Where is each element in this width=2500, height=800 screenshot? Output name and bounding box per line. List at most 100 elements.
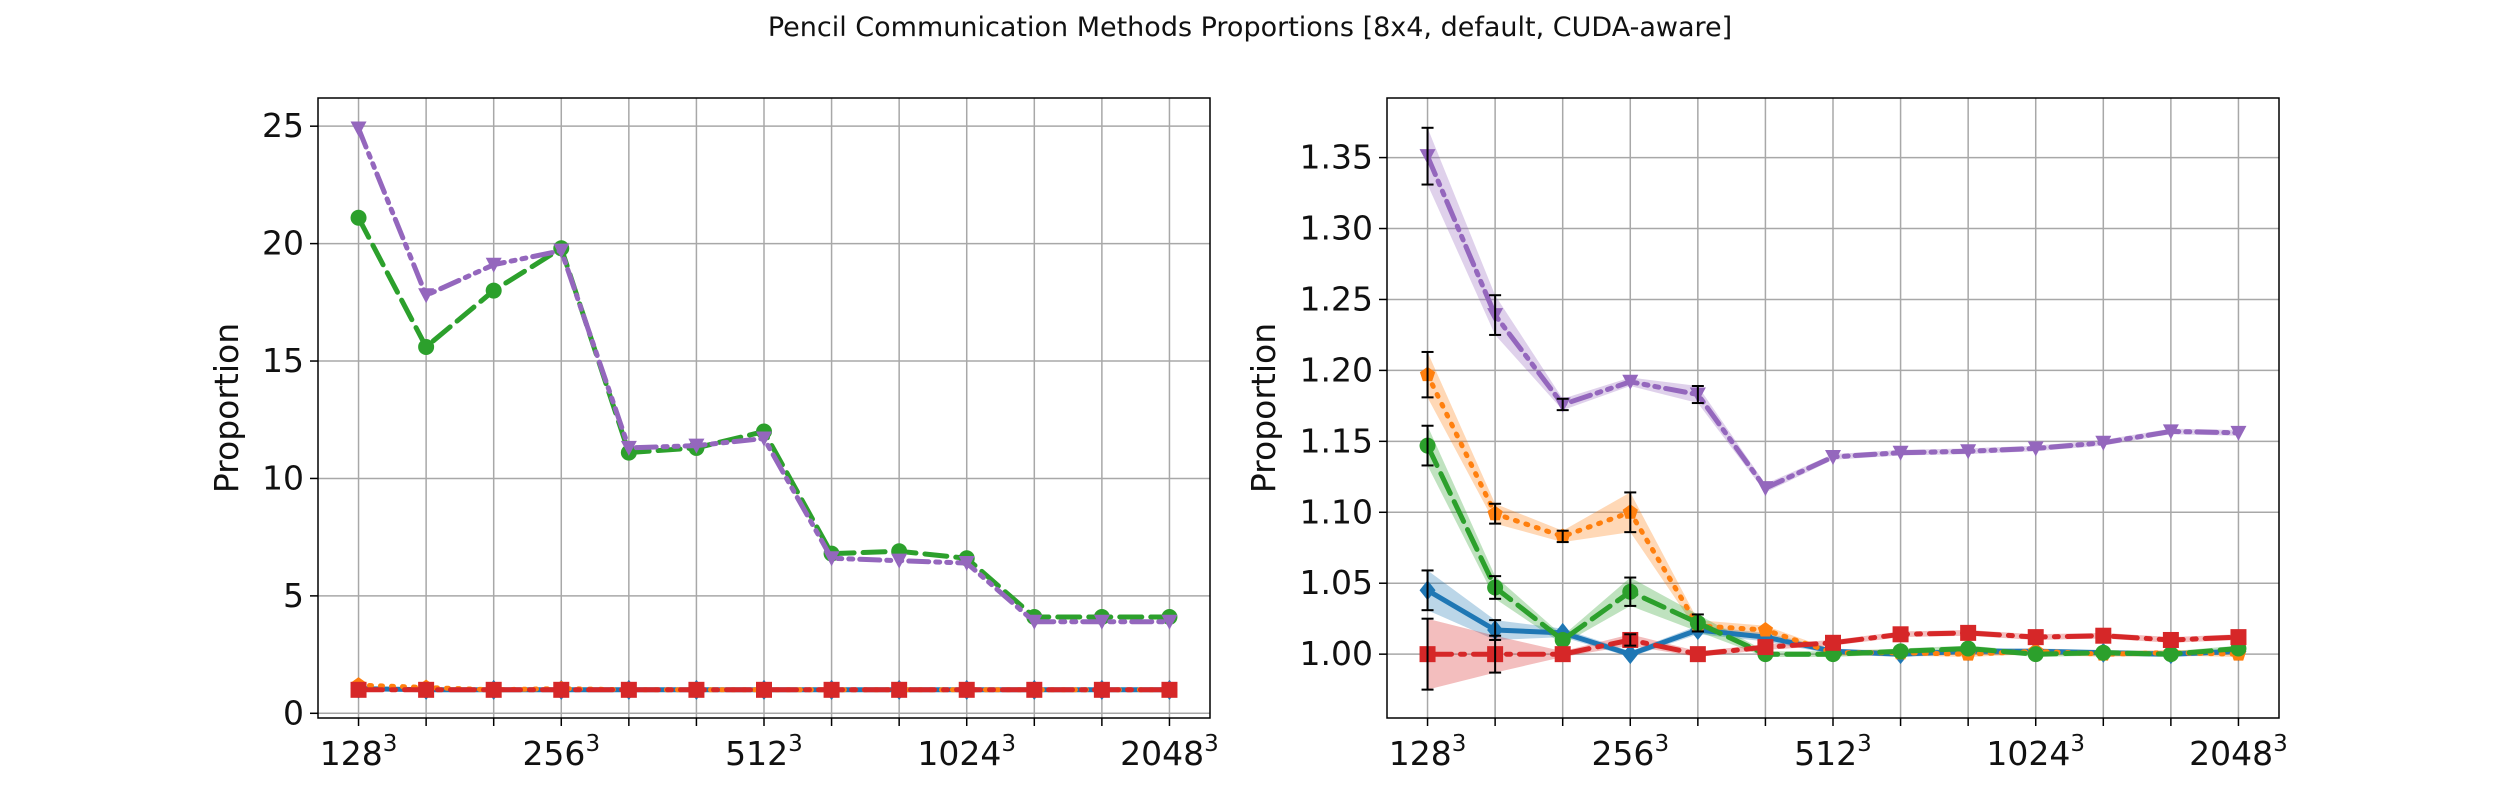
data-point-red bbox=[1892, 626, 1909, 643]
series-purple bbox=[1419, 126, 2247, 497]
data-point-purple bbox=[485, 257, 502, 273]
data-point-red bbox=[958, 681, 975, 698]
data-point-red bbox=[553, 681, 570, 698]
data-point-purple bbox=[1622, 374, 1639, 390]
x-tick-label: 10243 bbox=[917, 731, 1016, 773]
data-point-purple bbox=[1757, 481, 1774, 497]
data-point-purple bbox=[2162, 424, 2179, 440]
y-tick-label: 1.20 bbox=[1300, 350, 1373, 389]
error-bar bbox=[1691, 385, 1704, 405]
error-bar bbox=[1489, 634, 1502, 674]
data-point-green bbox=[485, 282, 502, 299]
error-bar bbox=[1691, 613, 1704, 633]
error-bar bbox=[1421, 126, 1434, 186]
chart-panel-1: 0 5 10 15 20 25 1283 2563 5123 10243 20483 Proporti… bbox=[207, 97, 1219, 773]
data-point-red bbox=[620, 681, 637, 698]
error-bar bbox=[1489, 575, 1502, 600]
data-point-red bbox=[688, 681, 705, 698]
data-point-red bbox=[418, 681, 435, 698]
data-point-red bbox=[823, 681, 840, 698]
y-tick-label: 1.00 bbox=[1300, 634, 1373, 673]
error-bar bbox=[1421, 569, 1434, 612]
data-point-purple bbox=[891, 553, 908, 569]
series-red bbox=[350, 681, 1178, 698]
series-layer bbox=[350, 121, 1178, 700]
data-point-blue bbox=[1622, 644, 1639, 665]
data-point-purple bbox=[553, 243, 570, 259]
data-point-red bbox=[1161, 681, 1178, 698]
data-point-red bbox=[1960, 624, 1977, 641]
data-point-purple bbox=[2230, 425, 2247, 441]
error-bar bbox=[1489, 294, 1502, 336]
y-axis-label: Proportion bbox=[207, 323, 246, 493]
error-bar bbox=[1556, 397, 1569, 412]
data-point-purple bbox=[1161, 614, 1178, 630]
x-tick-label: 5123 bbox=[1794, 731, 1872, 773]
data-point-green bbox=[418, 338, 435, 355]
x-tick-label: 20483 bbox=[1120, 731, 1219, 773]
data-point-red bbox=[350, 681, 367, 698]
data-point-red bbox=[2095, 627, 2112, 644]
data-point-purple bbox=[1825, 449, 1841, 465]
data-point-purple bbox=[350, 121, 367, 137]
error-bar bbox=[1421, 617, 1434, 691]
data-point-purple bbox=[756, 431, 772, 447]
x-tick-label: 20483 bbox=[2189, 731, 2288, 773]
x-tick-label: 1283 bbox=[1389, 731, 1467, 773]
error-bar bbox=[1624, 576, 1637, 607]
chart-panel-2: 1.00 1.05 1.10 1.15 1.20 1.25 1.30 1.35 1283 2563… bbox=[1244, 97, 2288, 773]
data-point-orange bbox=[1757, 622, 1773, 637]
error-bar bbox=[1624, 633, 1637, 647]
error-bar bbox=[1421, 350, 1434, 399]
figure-title: Pencil Communication Methods Proportions… bbox=[767, 12, 1733, 43]
series-red bbox=[1419, 617, 2247, 691]
data-point-purple bbox=[2095, 435, 2112, 451]
data-point-green bbox=[1892, 643, 1909, 660]
data-point-purple bbox=[620, 440, 637, 456]
data-point-green bbox=[1554, 631, 1571, 648]
data-point-red bbox=[1825, 634, 1841, 651]
data-point-red bbox=[2230, 629, 2247, 646]
error-bar bbox=[1624, 491, 1637, 534]
data-point-red bbox=[2027, 629, 2044, 646]
error-bar bbox=[1421, 424, 1434, 467]
data-point-green bbox=[1960, 640, 1977, 657]
data-point-purple bbox=[2027, 441, 2044, 457]
data-point-red bbox=[1093, 681, 1110, 698]
y-tick-label: 25 bbox=[262, 106, 304, 145]
error-bar bbox=[1556, 529, 1569, 544]
series-purple bbox=[350, 121, 1178, 630]
x-tick-label: 10243 bbox=[1986, 731, 2085, 773]
data-point-green bbox=[2162, 646, 2179, 663]
data-point-purple bbox=[688, 438, 705, 454]
data-point-purple bbox=[1960, 444, 1977, 460]
y-tick-label: 10 bbox=[262, 458, 304, 497]
data-point-red bbox=[1554, 646, 1571, 663]
y-tick-label: 1.30 bbox=[1300, 209, 1373, 248]
data-point-purple bbox=[1093, 614, 1110, 630]
data-point-red bbox=[1689, 646, 1706, 663]
data-point-red bbox=[756, 681, 772, 698]
data-point-green bbox=[2095, 644, 2112, 661]
series-layer bbox=[1419, 126, 2247, 691]
data-point-purple bbox=[823, 551, 840, 567]
y-tick-label: 1.10 bbox=[1300, 492, 1373, 531]
y-tick-label: 1.15 bbox=[1300, 421, 1373, 460]
x-tick-label: 2563 bbox=[522, 731, 600, 773]
data-point-purple bbox=[1892, 445, 1909, 461]
y-axis-label: Proportion bbox=[1244, 323, 1283, 493]
y-tick-label: 20 bbox=[262, 224, 304, 263]
data-point-purple bbox=[958, 556, 975, 571]
error-bar bbox=[1489, 502, 1502, 525]
data-point-green bbox=[2027, 646, 2044, 663]
data-point-red bbox=[1757, 639, 1774, 656]
data-point-red bbox=[1026, 681, 1043, 698]
x-tick-label: 2563 bbox=[1591, 731, 1669, 773]
x-tick-label: 1283 bbox=[320, 731, 398, 773]
y-tick-label: 0 bbox=[283, 693, 304, 732]
data-point-red bbox=[891, 681, 908, 698]
data-point-green bbox=[350, 209, 367, 226]
data-point-purple bbox=[418, 288, 435, 304]
data-point-purple bbox=[1026, 614, 1043, 630]
